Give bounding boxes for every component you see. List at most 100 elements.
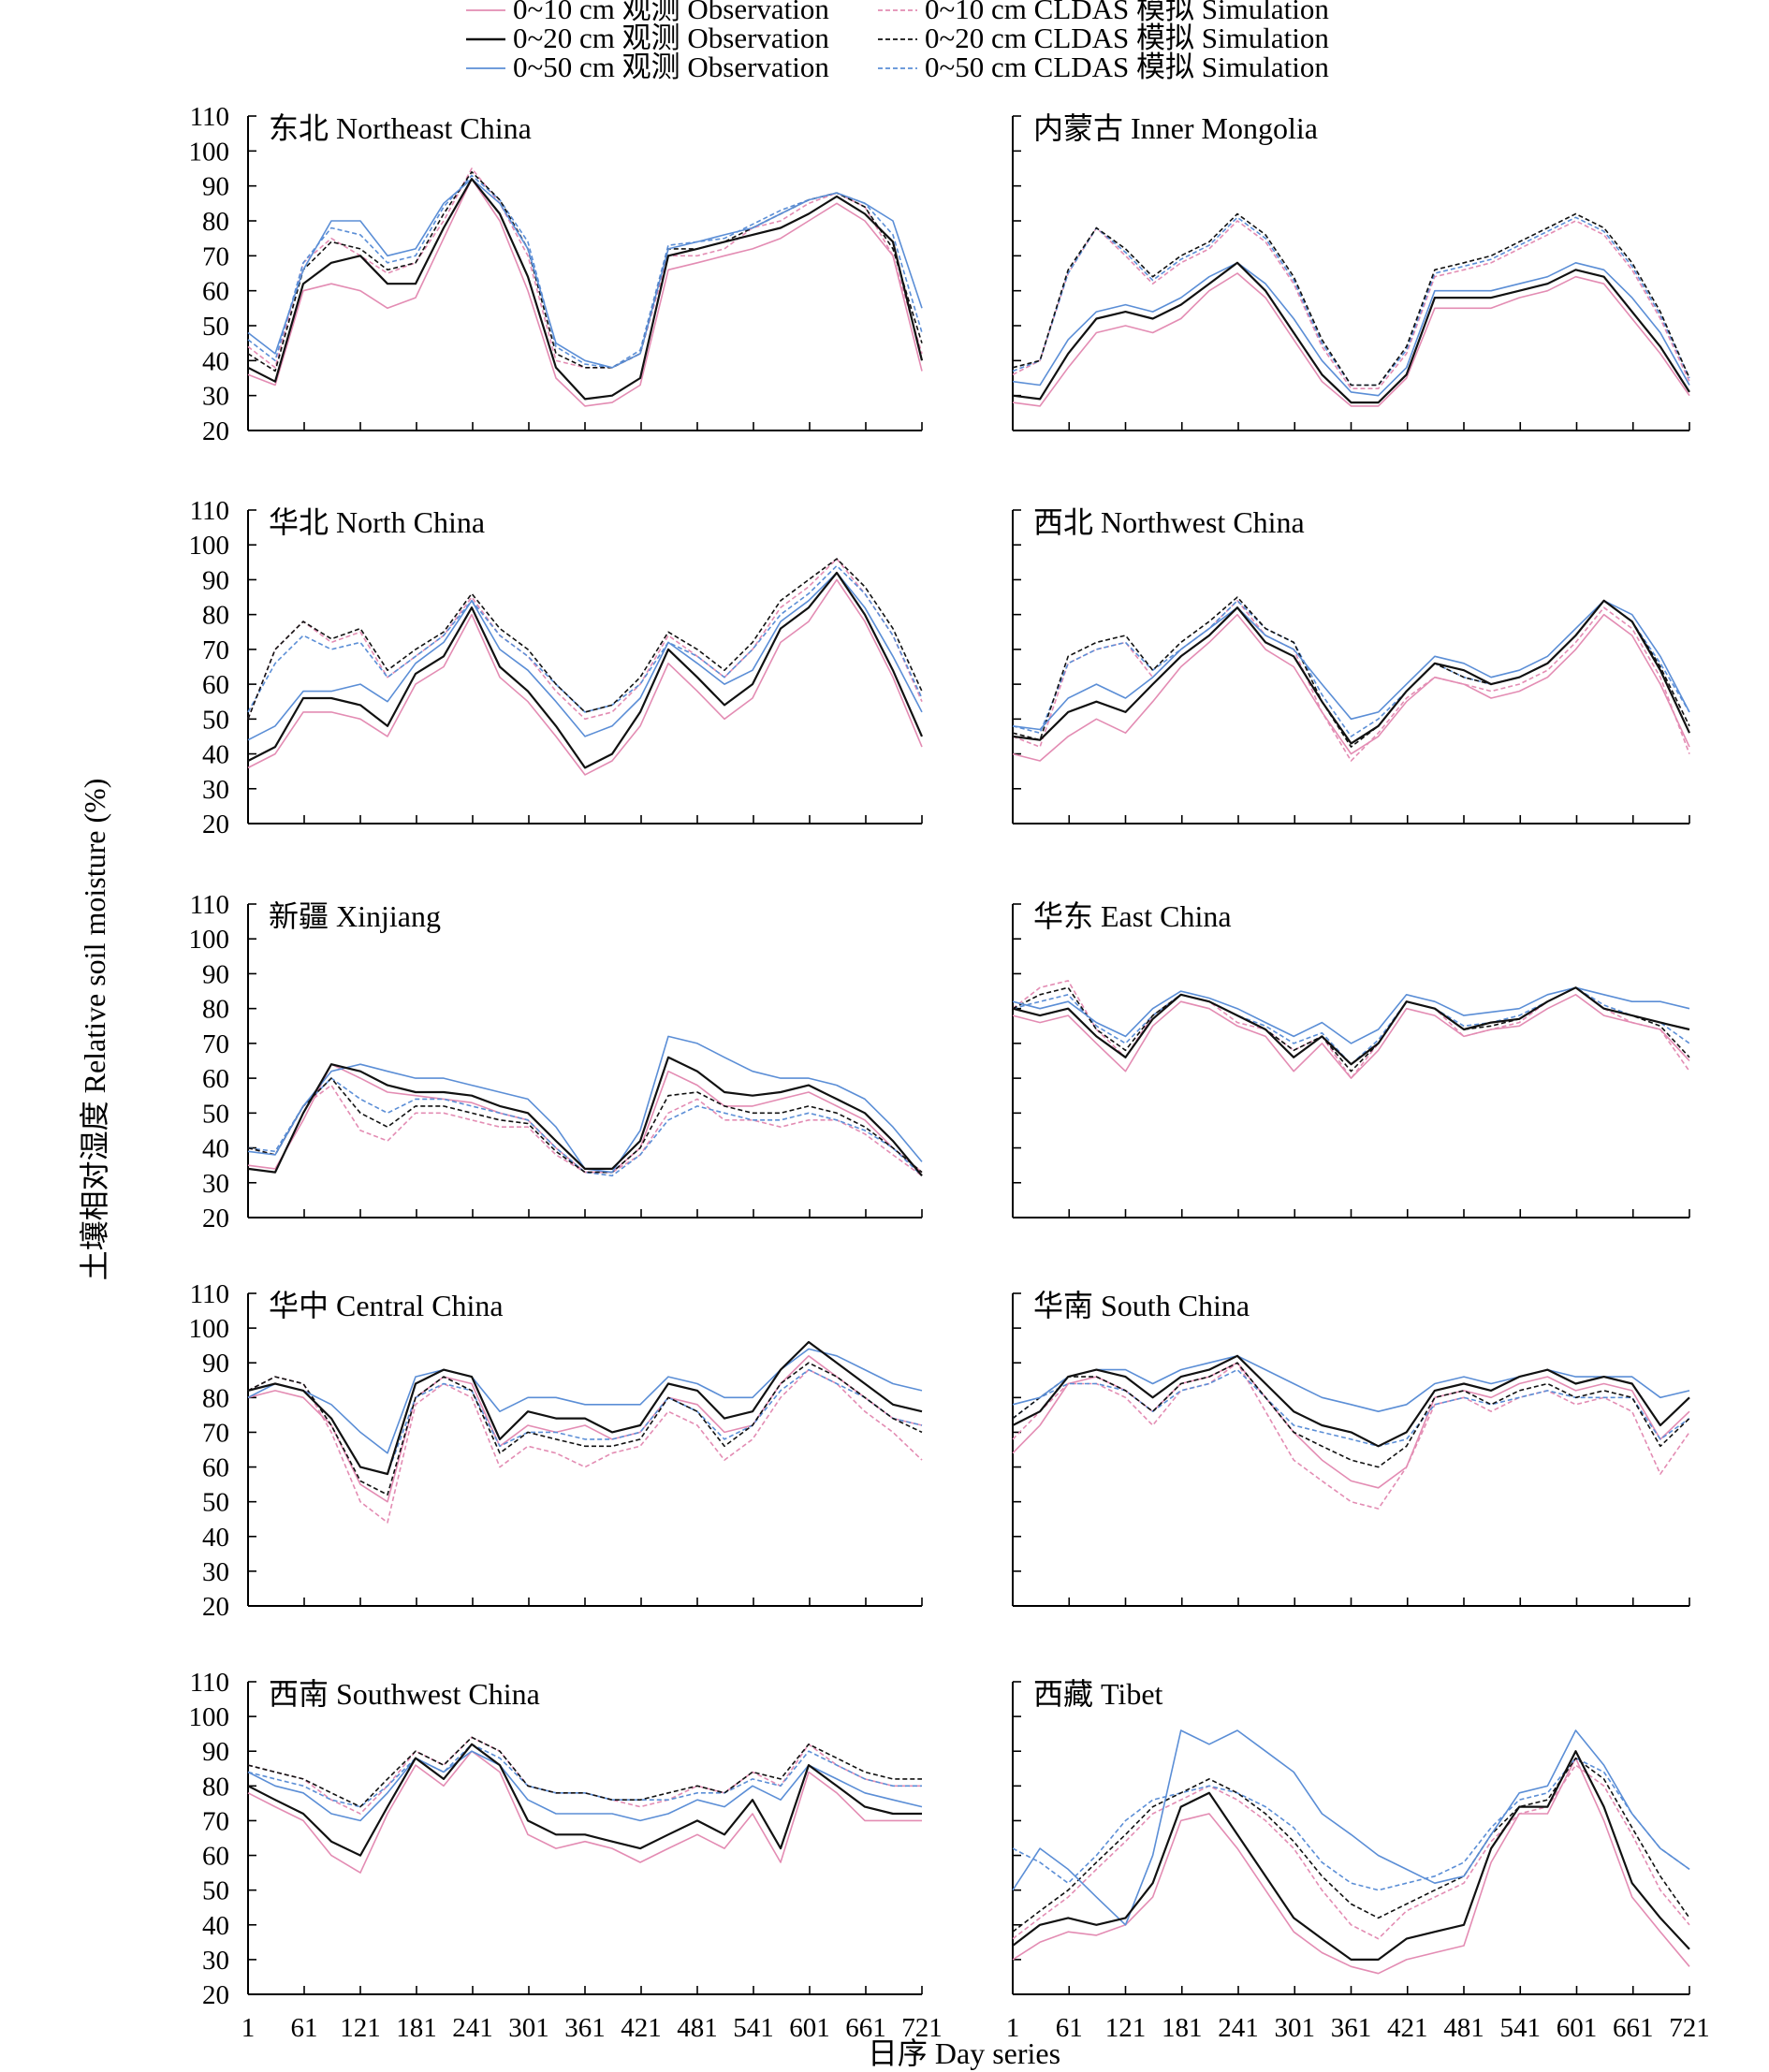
- x-tick-label: 541: [733, 2013, 774, 2043]
- y-tick-label: 110: [190, 890, 229, 920]
- series-line-obs50: [1012, 599, 1690, 731]
- y-tick-label: 100: [189, 531, 230, 561]
- y-tick-label: 70: [202, 635, 229, 665]
- series-line-sim10: [1012, 1362, 1690, 1510]
- series-line-obs10: [247, 178, 923, 407]
- y-tick-label: 90: [202, 172, 229, 202]
- series-line-sim20: [1012, 986, 1690, 1072]
- y-tick-label: 30: [202, 382, 229, 412]
- series-line-obs10: [247, 578, 923, 776]
- series-line-obs10: [1012, 272, 1690, 407]
- x-tick-label: 301: [508, 2013, 549, 2043]
- series-line-sim20: [247, 1736, 922, 1808]
- series-line-sim20: [247, 1362, 923, 1496]
- series-line-obs20: [247, 1743, 922, 1857]
- y-axis-title: 土壤相对湿度 Relative soil moisture (%): [78, 779, 111, 1281]
- y-tick-label: 40: [202, 1134, 229, 1164]
- y-tick-label: 50: [202, 1876, 229, 1906]
- x-tick-label: 481: [1443, 2013, 1484, 2043]
- series-line-obs50: [1012, 1729, 1690, 1926]
- x-tick-label: 61: [1056, 2013, 1083, 2043]
- y-tick-label: 40: [202, 1911, 229, 1941]
- series-line-obs50: [247, 1750, 923, 1822]
- x-tick-label: 1: [1006, 2013, 1020, 2043]
- y-tick-label: 80: [202, 601, 229, 631]
- y-tick-label: 100: [189, 1314, 230, 1344]
- series-line-obs10: [1012, 1757, 1690, 1975]
- series-line-sim10: [247, 168, 923, 369]
- legend-label-sim50: 0~50 cm CLDAS 模拟 Simulation: [925, 51, 1329, 83]
- series-line-obs20: [1012, 1354, 1690, 1448]
- series-line-sim10: [1012, 220, 1690, 390]
- x-tick-label: 181: [1162, 2013, 1203, 2043]
- panel-1: 内蒙古 Inner Mongolia: [1012, 111, 1690, 431]
- panel-2: 20 30 40 50 60 70 80 90 100 110 华北 North China: [189, 496, 924, 839]
- x-tick-label: 481: [677, 2013, 718, 2043]
- x-tick-label: 721: [901, 2013, 943, 2043]
- x-tick-label: 601: [789, 2013, 830, 2043]
- panel-9: 1 61 121 181 241 301 361 421 481 541 601 661 721 西藏 T…: [1006, 1677, 1710, 2043]
- y-tick-label: 20: [202, 416, 229, 446]
- y-tick-label: 110: [190, 496, 229, 526]
- y-tick-label: 20: [202, 1592, 229, 1622]
- legend-label-obs20: 0~20 cm 观测 Observation: [513, 22, 829, 54]
- x-tick-label: 541: [1500, 2013, 1542, 2043]
- series-line-sim20: [1012, 212, 1690, 387]
- panel-title: 西南 Southwest China: [269, 1677, 540, 1711]
- series-line-sim20: [247, 170, 923, 372]
- x-tick-label: 421: [621, 2013, 662, 2043]
- series-line-obs20: [1012, 599, 1690, 745]
- y-tick-label: 70: [202, 1806, 229, 1836]
- series-line-sim10: [1012, 1764, 1690, 1940]
- y-tick-label: 30: [202, 1557, 229, 1587]
- y-tick-label: 100: [189, 1702, 230, 1732]
- series-line-sim10: [1012, 599, 1690, 762]
- panel-6: 20 30 40 50 60 70 80 90 100 110 华中 Central China: [189, 1279, 923, 1622]
- series-line-sim50: [247, 174, 923, 369]
- series-line-obs20: [1012, 261, 1690, 404]
- series-line-obs20: [247, 1056, 923, 1177]
- panel-title: 新疆 Xinjiang: [269, 899, 441, 933]
- x-tick-label: 181: [396, 2013, 437, 2043]
- legend-item-obs20: 0~20 cm 观测 Observation: [466, 22, 829, 54]
- series-line-sim50: [247, 564, 923, 713]
- legend-label-obs50: 0~50 cm 观测 Observation: [513, 51, 829, 83]
- y-tick-label: 60: [202, 1064, 229, 1094]
- series-line-sim50: [1012, 986, 1690, 1065]
- series-line-sim50: [247, 1077, 923, 1177]
- panel-3: 西北 Northwest China: [1012, 505, 1690, 824]
- panel-title: 华北 North China: [269, 505, 485, 539]
- series-line-obs20: [1012, 986, 1690, 1066]
- legend-item-sim50: 0~50 cm CLDAS 模拟 Simulation: [878, 51, 1329, 83]
- y-tick-label: 100: [189, 925, 230, 955]
- series-line-sim50: [1012, 216, 1690, 387]
- x-tick-label: 121: [1105, 2013, 1147, 2043]
- y-tick-label: 40: [202, 1523, 229, 1553]
- y-tick-label: 80: [202, 207, 229, 237]
- series-line-sim10: [247, 1368, 923, 1524]
- x-tick-label: 1: [241, 2013, 256, 2043]
- series-line-sim10: [247, 558, 923, 721]
- series-line-sim20: [1012, 1757, 1690, 1933]
- x-tick-label: 361: [564, 2013, 606, 2043]
- y-tick-label: 70: [202, 1029, 229, 1059]
- panel-4: 20 30 40 50 60 70 80 90 100 110 新疆 Xinjiang: [189, 890, 923, 1233]
- y-tick-label: 60: [202, 277, 229, 307]
- y-tick-label: 90: [202, 1737, 229, 1767]
- series-line-obs50: [247, 178, 923, 369]
- panel-title: 华中 Central China: [269, 1289, 504, 1322]
- legend-item-obs10: 0~10 cm 观测 Observation: [466, 0, 829, 25]
- y-tick-label: 50: [202, 1488, 229, 1518]
- y-tick-label: 40: [202, 740, 229, 770]
- x-tick-label: 661: [845, 2013, 886, 2043]
- y-tick-label: 50: [202, 312, 229, 342]
- y-tick-label: 30: [202, 775, 229, 805]
- x-tick-label: 421: [1387, 2013, 1428, 2043]
- panel-title: 西藏 Tibet: [1033, 1677, 1163, 1711]
- x-tick-label: 121: [340, 2013, 381, 2043]
- legend-item-obs50: 0~50 cm 观测 Observation: [466, 51, 829, 83]
- x-tick-label: 241: [452, 2013, 493, 2043]
- series-line-obs20: [247, 1340, 923, 1476]
- y-tick-label: 40: [202, 346, 229, 376]
